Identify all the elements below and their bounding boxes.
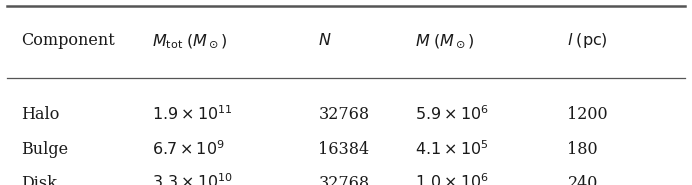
Text: $3.3 \times 10^{10}$: $3.3 \times 10^{10}$ xyxy=(152,174,233,185)
Text: 32768: 32768 xyxy=(318,175,370,185)
Text: $6.7 \times 10^{9}$: $6.7 \times 10^{9}$ xyxy=(152,140,225,159)
Text: $1.9 \times 10^{11}$: $1.9 \times 10^{11}$ xyxy=(152,105,233,124)
Text: 180: 180 xyxy=(567,141,598,158)
Text: Component: Component xyxy=(21,32,114,49)
Text: $1.0 \times 10^{6}$: $1.0 \times 10^{6}$ xyxy=(415,174,489,185)
Text: Disk: Disk xyxy=(21,175,57,185)
Text: 32768: 32768 xyxy=(318,106,370,123)
Text: $5.9 \times 10^{6}$: $5.9 \times 10^{6}$ xyxy=(415,105,489,124)
Text: 240: 240 xyxy=(567,175,598,185)
Text: $M_\mathrm{tot}\;(M_\odot)$: $M_\mathrm{tot}\;(M_\odot)$ xyxy=(152,32,228,50)
Text: $l\;\mathrm{(pc)}$: $l\;\mathrm{(pc)}$ xyxy=(567,31,608,50)
Text: Halo: Halo xyxy=(21,106,59,123)
Text: $M\;(M_\odot)$: $M\;(M_\odot)$ xyxy=(415,32,475,50)
Text: $4.1 \times 10^{5}$: $4.1 \times 10^{5}$ xyxy=(415,140,489,159)
Text: Bulge: Bulge xyxy=(21,141,68,158)
Text: $N$: $N$ xyxy=(318,32,332,49)
Text: 1200: 1200 xyxy=(567,106,608,123)
Text: 16384: 16384 xyxy=(318,141,370,158)
